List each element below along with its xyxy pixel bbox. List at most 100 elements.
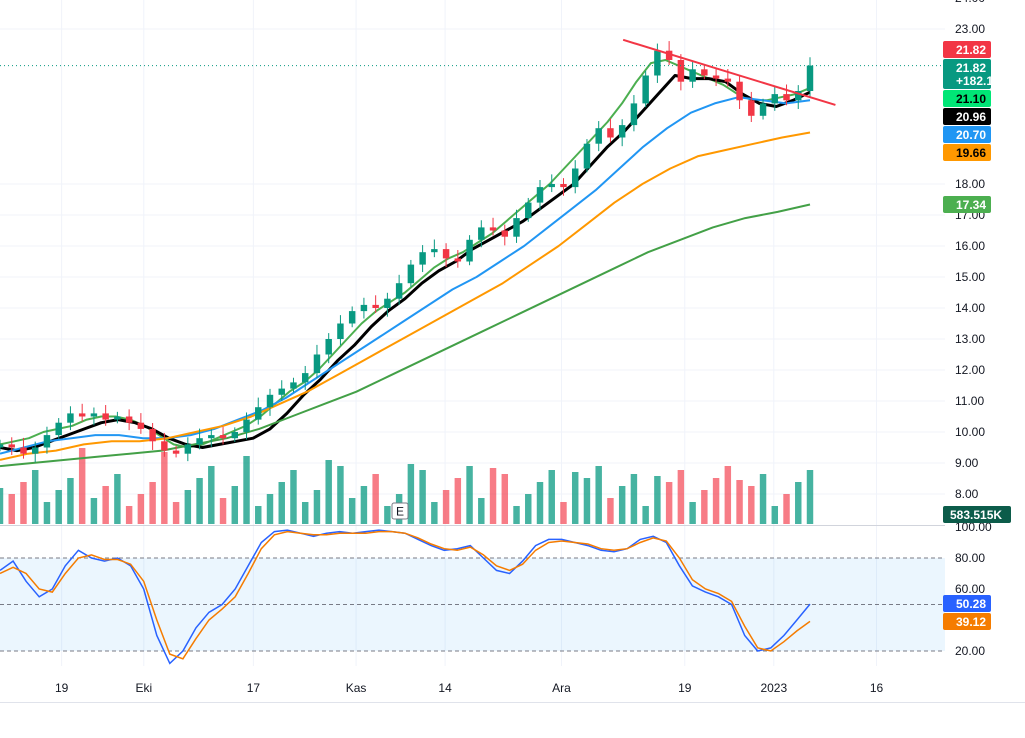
time-tick-label: 14 [438,681,452,695]
volume-bar [431,502,438,524]
candle-body [536,187,544,203]
candle-body [618,125,626,138]
candle-body [8,444,15,448]
moving-average-lines [0,59,811,468]
price-badge-bg [943,41,991,58]
volume-bar [513,506,520,524]
volume-bar [595,466,602,524]
price-badge-label: 19.66 [956,146,986,160]
candle-body [795,91,802,101]
price-badge-label: 20.96 [956,110,986,124]
volume-bar [20,482,27,524]
volume-bar [161,452,168,524]
candle-body [125,416,133,423]
price-badge: 21.82 [943,41,991,58]
candle-body [431,249,438,253]
candle-body [31,447,39,454]
candle-body [266,394,274,408]
time-axis: 19 Eki 17 Kas 14 Ara 19 2023 16 [55,681,884,695]
candle-body [337,323,344,339]
volume-bar [677,470,685,524]
time-tick-label: Eki [135,681,152,695]
volume-bar [748,486,755,524]
volume-bar [102,486,109,524]
candle-body [137,422,145,429]
candle-body [607,128,614,138]
candle-body [501,230,509,237]
volume-bar [478,498,485,524]
volume-bar [301,502,309,524]
volume-bar [231,486,239,524]
candle-body [489,227,497,231]
volume-bar [795,482,802,524]
volume-bar [525,494,532,524]
earnings-marker[interactable]: E [391,502,409,520]
candle-body [372,304,379,308]
volume-bar [806,470,814,524]
price-tick-label: 13.00 [955,332,985,346]
volume-bar [454,478,462,524]
candle-body [196,438,203,445]
candle-body [255,407,262,420]
volume-bar [78,448,86,524]
price-badge: 17.34 [943,195,991,213]
price-badge: 20.70 [943,126,991,143]
candle-body [360,304,368,312]
volume-bar [255,506,262,524]
candle-body [583,143,591,169]
candle-body [701,69,708,76]
volume-bar [8,494,15,524]
candle-body [290,382,297,389]
volume-bar [184,490,192,524]
moving-average-line [0,74,811,453]
volume-bar [759,474,767,524]
price-tick-label: 10.00 [955,425,985,439]
price-badge: 21.82+182.13% [943,59,1011,89]
candle-body [419,252,426,265]
candle-body [630,103,638,126]
candle-body [0,444,4,448]
time-tick-label: 19 [678,681,692,695]
volume-bar [266,494,274,524]
price-tick-label: 16.00 [955,239,985,253]
oscillator-badge: 39.12 [943,613,991,630]
oscillator-tick-label: 100.00 [955,520,992,534]
price-badge-bg [943,59,991,89]
time-tick-label: 17 [247,681,261,695]
price-badge-bg [943,108,991,125]
oscillator-tick-label: 60.00 [955,582,985,596]
candle-body [595,128,602,144]
candle-body [20,447,27,454]
volume-bar [689,502,696,524]
price-tick-label: 12.00 [955,363,985,377]
candle-body [313,354,321,374]
price-badge: 19.66 [943,144,991,161]
candle-body [442,249,450,259]
price-tick-label: 15.00 [955,270,985,284]
volume-bar [384,506,391,524]
volume-bar [771,506,779,524]
candle-body [513,218,520,237]
time-tick-label: 2023 [760,681,787,695]
volume-bar [360,486,368,524]
volume-bar [55,490,62,524]
trendline [622,38,836,106]
candle-body [548,184,555,188]
grid [0,0,1025,703]
candle-body [78,413,86,417]
candle-body [677,60,685,82]
candle-body [466,239,473,262]
price-badge-change: +182.13% [956,74,1011,88]
volume-bar [654,476,661,524]
candle-body [560,184,567,188]
candle-body [149,428,156,442]
candle-body [712,75,720,79]
candle-body [525,202,532,219]
price-badge-bg [943,126,991,143]
price-badge: 20.96 [943,108,991,125]
price-tick-label: 23.00 [955,22,985,36]
price-badge-label: 21.10 [956,92,986,106]
candle-body [454,258,462,262]
candle-body [184,444,192,454]
candle-body [665,50,673,60]
